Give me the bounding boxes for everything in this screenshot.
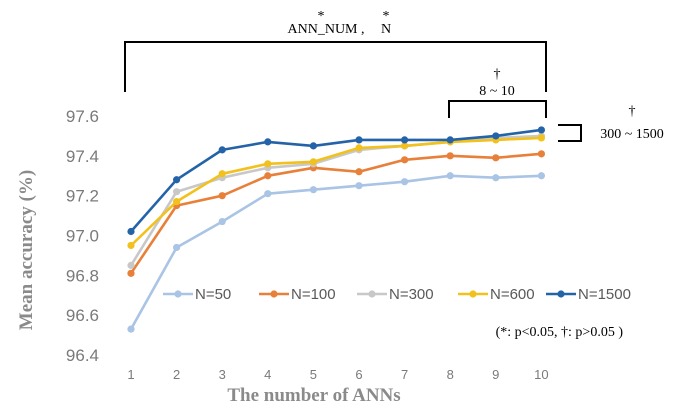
series-lines — [127, 126, 546, 333]
x-tick-label: 1 — [127, 367, 134, 382]
x-axis-ticks: 1 2 3 4 5 6 7 8 9 10 — [127, 367, 548, 382]
legend: N=50 N=100 N=300 N=600 N=1500 — [163, 286, 631, 303]
x-tick-label: 5 — [310, 367, 317, 382]
top-significance-bracket: * ANN_NUM , * N — [124, 9, 547, 92]
legend-entry: N=600 — [458, 286, 535, 303]
legend-swatch-marker — [557, 290, 565, 298]
data-point — [537, 150, 546, 158]
data-point — [446, 152, 454, 160]
x-tick-label: 3 — [219, 367, 226, 382]
data-point — [355, 182, 363, 190]
top-bracket-label: ANN_NUM , — [288, 22, 365, 37]
legend-swatch-marker — [174, 290, 182, 298]
data-point — [492, 154, 500, 162]
legend-label: N=1500 — [578, 286, 631, 303]
legend-entry: N=1500 — [546, 286, 631, 303]
data-point — [173, 176, 181, 184]
y-axis-ticks: 96.4 96.6 96.8 97.0 97.2 97.4 97.6 — [66, 107, 99, 365]
data-point — [309, 158, 317, 166]
sub-significance-bracket: † 8 ~ 10 — [448, 67, 547, 118]
x-tick-label: 6 — [355, 367, 362, 382]
data-point — [218, 217, 226, 226]
side-bracket-label: 300 ~ 1500 — [600, 127, 664, 142]
data-point — [401, 142, 409, 150]
series-n-300 — [127, 132, 546, 269]
x-axis-title: The number of ANNs — [227, 385, 400, 406]
sub-bracket-label: 8 ~ 10 — [479, 84, 515, 99]
y-tick-label: 97.6 — [66, 107, 99, 126]
legend-entry: N=50 — [163, 286, 231, 303]
series-line — [130, 136, 542, 247]
data-point — [355, 144, 363, 152]
y-axis-title: Mean accuracy (%) — [16, 170, 37, 330]
data-point — [492, 132, 500, 140]
top-bracket-label2: N — [381, 22, 391, 37]
y-tick-label: 96.8 — [66, 266, 99, 285]
x-tick-label: 8 — [447, 367, 454, 382]
x-tick-label: 9 — [492, 367, 499, 382]
legend-entry: N=100 — [259, 286, 336, 303]
sub-bracket-mark: † — [494, 67, 501, 82]
top-bracket-mark2: * — [383, 9, 390, 24]
series-n-600 — [127, 134, 546, 250]
series-n-1500 — [127, 126, 546, 236]
significance-note: (*: p<0.05, †: p>0.05 ) — [496, 325, 624, 340]
data-point — [537, 126, 546, 134]
data-point — [127, 325, 135, 333]
data-point — [264, 172, 272, 180]
y-tick-label: 96.4 — [66, 346, 99, 365]
y-tick-label: 96.6 — [66, 306, 99, 325]
data-point — [309, 186, 317, 194]
data-point — [401, 156, 409, 164]
data-point — [218, 146, 226, 154]
data-point — [218, 192, 226, 200]
data-point — [173, 188, 181, 196]
legend-label: N=300 — [389, 286, 434, 303]
data-point — [127, 241, 135, 250]
data-point — [173, 198, 181, 206]
legend-entry: N=300 — [357, 286, 434, 303]
data-point — [492, 174, 500, 182]
data-point — [264, 160, 272, 168]
top-bracket-mark: * — [318, 9, 325, 24]
data-point — [537, 172, 546, 180]
legend-label: N=600 — [490, 286, 535, 303]
y-tick-label: 97.0 — [66, 227, 99, 246]
data-point — [264, 190, 272, 198]
series-n-100 — [127, 150, 546, 277]
x-tick-label: 7 — [401, 367, 408, 382]
y-tick-label: 97.4 — [66, 147, 99, 166]
x-tick-label: 4 — [264, 367, 271, 382]
data-point — [355, 136, 363, 144]
side-significance-bracket: † 300 ~ 1500 — [558, 104, 664, 142]
legend-label: N=50 — [195, 286, 231, 303]
series-n-50 — [127, 172, 546, 333]
side-bracket-mark: † — [629, 104, 636, 119]
series-line — [129, 174, 542, 330]
data-point — [173, 243, 181, 252]
data-point — [218, 170, 226, 178]
data-point — [537, 134, 546, 142]
data-point — [127, 261, 135, 269]
legend-label: N=100 — [291, 286, 336, 303]
x-tick-label: 10 — [534, 367, 548, 382]
data-point — [127, 227, 135, 236]
legend-swatch-marker — [270, 290, 278, 298]
data-point — [401, 178, 409, 186]
y-tick-label: 97.2 — [66, 187, 99, 206]
x-tick-label: 2 — [173, 367, 180, 382]
data-point — [446, 172, 454, 180]
legend-swatch-marker — [368, 290, 376, 298]
data-point — [446, 136, 454, 144]
data-point — [264, 138, 272, 146]
series-line — [129, 152, 542, 275]
data-point — [309, 142, 317, 150]
data-point — [401, 136, 409, 144]
series-line — [130, 128, 542, 233]
data-point — [355, 168, 363, 176]
legend-swatch-marker — [469, 290, 477, 298]
data-point — [127, 269, 135, 277]
